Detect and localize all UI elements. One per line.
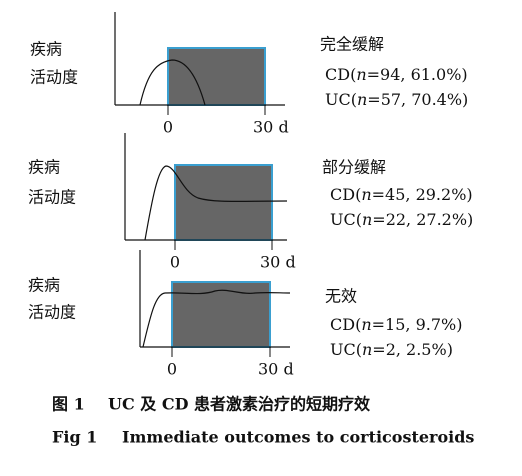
y-label: 活动度 bbox=[28, 188, 76, 207]
caption-en-label: Fig 1 bbox=[52, 428, 97, 447]
caption-cn-label: 图 1 bbox=[52, 395, 85, 414]
end-label: 30 d bbox=[258, 360, 294, 379]
stat-rest: =45, 29.2%) bbox=[372, 185, 473, 204]
stat-rest: =22, 27.2%) bbox=[372, 210, 473, 229]
activity-curve bbox=[142, 289, 291, 348]
period-box bbox=[167, 47, 266, 106]
activity-curve bbox=[139, 59, 206, 106]
period-box bbox=[174, 164, 273, 241]
stat-var: n bbox=[361, 315, 371, 334]
outcome-stat: UC(n=22, 27.2%) bbox=[330, 210, 473, 229]
y-label: 活动度 bbox=[28, 303, 76, 322]
stat-rest: =94, 61.0%) bbox=[367, 65, 468, 84]
y-label: 疾病 bbox=[30, 40, 62, 59]
stat-rest: =57, 70.4%) bbox=[367, 90, 468, 109]
outcome-stat: UC(n=2, 2.5%) bbox=[330, 340, 453, 359]
stat-var: n bbox=[357, 90, 367, 109]
caption: 图 1 UC 及 CD 患者激素治疗的短期疗效 Fig 1 Immediate … bbox=[52, 395, 474, 447]
start-label: 0 bbox=[163, 118, 173, 137]
start-label: 0 bbox=[167, 360, 177, 379]
period-box bbox=[171, 281, 271, 348]
caption-en-text: Immediate outcomes to corticosteroids bbox=[122, 428, 474, 447]
start-label: 0 bbox=[170, 253, 180, 272]
stat-prefix: CD( bbox=[330, 315, 361, 334]
stat-rest: =2, 2.5%) bbox=[372, 340, 453, 359]
outcome-stat: UC(n=57, 70.4%) bbox=[325, 90, 468, 109]
activity-curve bbox=[144, 165, 288, 241]
stat-prefix: UC( bbox=[325, 90, 357, 109]
y-label: 活动度 bbox=[30, 68, 78, 87]
outcome-title: 完全缓解 bbox=[320, 35, 384, 54]
outcome-stat: CD(n=94, 61.0%) bbox=[325, 65, 468, 84]
caption-cn-text: UC 及 CD 患者激素治疗的短期疗效 bbox=[108, 395, 370, 414]
end-label: 30 d bbox=[253, 118, 289, 137]
outcome-title: 无效 bbox=[325, 287, 357, 306]
end-label: 30 d bbox=[260, 253, 296, 272]
outcome-stat: CD(n=45, 29.2%) bbox=[330, 185, 473, 204]
y-label: 疾病 bbox=[28, 276, 60, 295]
stat-var: n bbox=[362, 340, 372, 359]
outcome-title: 部分缓解 bbox=[322, 158, 386, 177]
stat-prefix: UC( bbox=[330, 340, 362, 359]
stat-prefix: CD( bbox=[330, 185, 361, 204]
y-label: 疾病 bbox=[28, 158, 60, 177]
stat-prefix: CD( bbox=[325, 65, 356, 84]
stat-prefix: UC( bbox=[330, 210, 362, 229]
stat-rest: =15, 9.7%) bbox=[372, 315, 463, 334]
stat-var: n bbox=[361, 185, 371, 204]
stat-var: n bbox=[362, 210, 372, 229]
outcome-stat: CD(n=15, 9.7%) bbox=[330, 315, 462, 334]
stat-var: n bbox=[356, 65, 366, 84]
